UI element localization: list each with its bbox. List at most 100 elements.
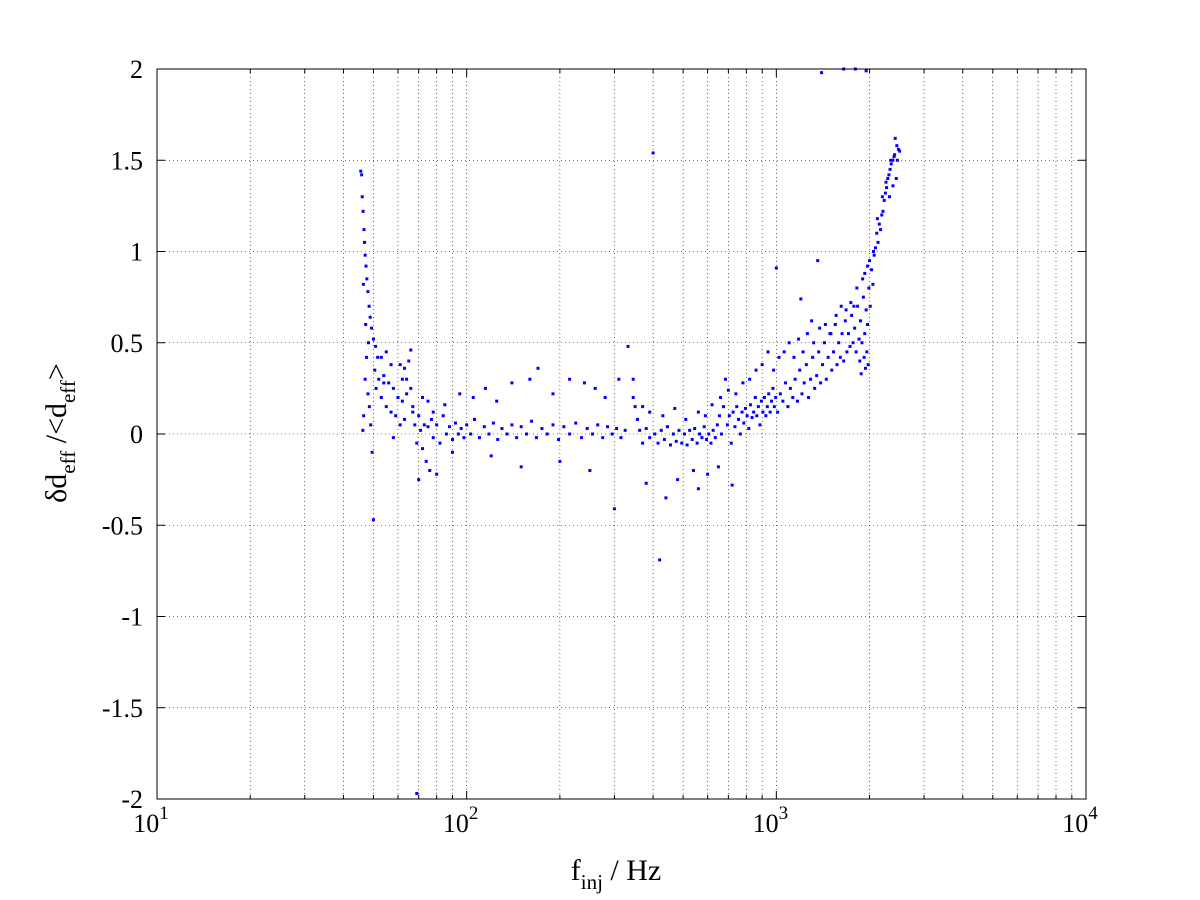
- y-axis-label-sub1: eff: [56, 451, 80, 474]
- data-point: [729, 441, 733, 445]
- data-point: [741, 381, 745, 385]
- data-point: [809, 377, 813, 381]
- data-point: [863, 366, 867, 370]
- data-point: [881, 209, 885, 213]
- data-point: [482, 425, 486, 429]
- data-point: [384, 405, 388, 409]
- data-point: [469, 432, 473, 436]
- data-point: [832, 350, 836, 354]
- data-point: [682, 432, 686, 436]
- data-point: [558, 459, 562, 463]
- data-point: [370, 326, 374, 330]
- data-point: [400, 377, 404, 381]
- data-point: [551, 392, 555, 396]
- data-point: [752, 410, 756, 414]
- data-point: [856, 304, 860, 308]
- data-point: [519, 425, 523, 429]
- data-point: [536, 366, 540, 370]
- data-point: [431, 410, 435, 414]
- data-point: [839, 304, 843, 308]
- data-point: [371, 518, 375, 522]
- data-point: [888, 167, 892, 171]
- data-point: [788, 386, 792, 390]
- data-point: [777, 355, 781, 359]
- data-point: [845, 350, 849, 354]
- data-point: [719, 432, 723, 436]
- data-point: [364, 264, 368, 268]
- data-point: [691, 469, 695, 472]
- data-point: [664, 496, 668, 500]
- data-point: [483, 386, 487, 390]
- data-point: [419, 428, 423, 432]
- data-point: [888, 195, 892, 199]
- data-point: [405, 392, 409, 396]
- data-point: [585, 427, 589, 431]
- data-point: [893, 136, 897, 140]
- data-point: [837, 341, 841, 345]
- data-point: [812, 341, 816, 345]
- data-point: [750, 416, 754, 420]
- x-tick-label: 101: [133, 803, 169, 838]
- data-point: [800, 392, 804, 396]
- data-point: [696, 410, 700, 414]
- data-point: [805, 332, 809, 336]
- data-point: [756, 405, 760, 409]
- data-point: [465, 423, 469, 427]
- data-point: [852, 304, 856, 308]
- y-axis-label-sub2: eff: [56, 380, 80, 403]
- data-point: [471, 396, 475, 399]
- data-point: [674, 439, 678, 443]
- data-point: [688, 428, 692, 432]
- data-point: [363, 253, 367, 257]
- data-point: [811, 355, 815, 359]
- x-axis-label: finj / Hz: [571, 854, 662, 894]
- data-point: [382, 374, 386, 378]
- data-point: [799, 297, 803, 301]
- data-point: [491, 421, 495, 425]
- data-point: [615, 427, 619, 431]
- data-point: [444, 432, 448, 436]
- data-point: [519, 465, 523, 469]
- data-point: [364, 323, 368, 326]
- data-point: [892, 155, 896, 159]
- data-point: [875, 231, 879, 235]
- data-point: [791, 396, 795, 399]
- data-point: [896, 147, 900, 151]
- data-point: [872, 253, 876, 257]
- data-points: [359, 67, 902, 796]
- data-point: [733, 425, 737, 429]
- data-point: [753, 396, 757, 399]
- data-point: [883, 191, 887, 195]
- data-point: [500, 427, 504, 431]
- data-point: [382, 381, 386, 385]
- data-point: [894, 177, 898, 180]
- data-point: [879, 228, 883, 232]
- data-point: [849, 301, 853, 305]
- data-point: [795, 399, 799, 403]
- data-point: [359, 169, 363, 173]
- data-point: [868, 304, 872, 308]
- data-point: [361, 428, 365, 432]
- data-point: [641, 441, 645, 445]
- data-point: [868, 259, 872, 263]
- data-point: [619, 436, 623, 440]
- data-point: [764, 414, 768, 418]
- data-point: [409, 348, 413, 352]
- x-tick-label: 104: [1062, 803, 1098, 838]
- data-point: [715, 423, 719, 427]
- data-point: [367, 405, 371, 409]
- data-point: [415, 441, 419, 445]
- y-axis-label-part2: /<d: [40, 403, 73, 451]
- data-point: [865, 350, 869, 354]
- data-point: [858, 359, 862, 363]
- tick-marks: [157, 69, 1086, 799]
- data-point: [776, 410, 780, 414]
- data-point: [458, 392, 462, 396]
- data-point: [885, 186, 889, 190]
- data-point: [840, 332, 844, 336]
- data-point: [871, 282, 875, 286]
- data-point: [842, 359, 846, 363]
- data-point: [366, 290, 370, 294]
- data-point: [644, 427, 648, 431]
